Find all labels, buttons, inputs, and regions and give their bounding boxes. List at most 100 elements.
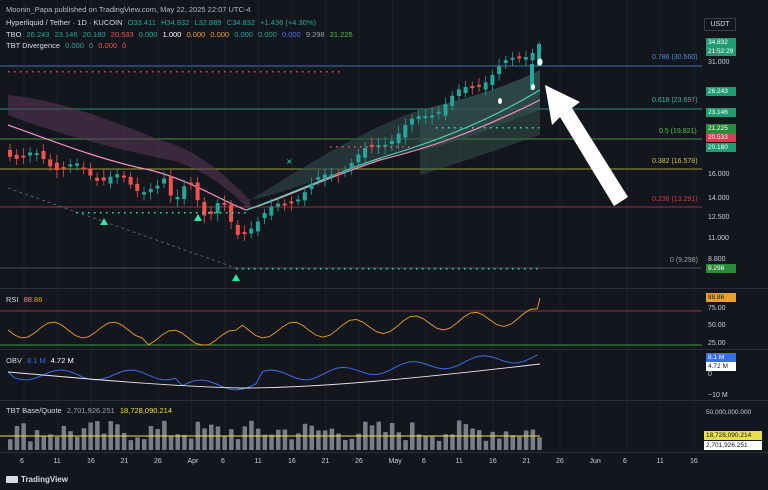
- volume-bar: [343, 440, 348, 450]
- dotted-marker: [332, 71, 334, 73]
- candle: [101, 177, 106, 181]
- dotted-marker: [326, 71, 328, 73]
- time-axis-label: 11: [455, 458, 463, 465]
- tbo-legend[interactable]: TBO 26.243 23.146 20.180 20.533 0.000 1.…: [6, 30, 356, 39]
- volume-bar: [470, 428, 475, 450]
- time-axis-label: 26: [556, 458, 564, 465]
- price-tag: 23.146: [706, 108, 736, 117]
- candle: [296, 199, 301, 202]
- dotted-marker: [296, 268, 298, 270]
- tbt-legend[interactable]: TBT Base/Quote 2,701,926.251 18,728,090.…: [6, 406, 175, 415]
- dotted-marker: [178, 212, 180, 214]
- time-axis-label: May: [388, 458, 402, 465]
- obv-legend[interactable]: OBV 8.1 M 4.72 M: [6, 356, 77, 365]
- candle: [168, 176, 173, 196]
- volume-bar: [423, 436, 428, 450]
- dotted-marker: [490, 127, 492, 129]
- dotted-marker: [194, 71, 196, 73]
- dotted-marker: [100, 212, 102, 214]
- dotted-marker: [254, 268, 256, 270]
- pane-separator[interactable]: [0, 349, 768, 350]
- candle: [302, 192, 307, 201]
- dotted-marker: [152, 71, 154, 73]
- dotted-marker: [182, 71, 184, 73]
- candle: [269, 206, 274, 216]
- volume-bar: [329, 428, 335, 450]
- dotted-marker: [508, 127, 510, 129]
- dotted-marker: [482, 268, 484, 270]
- pane-separator[interactable]: [0, 288, 768, 289]
- volume-bar: [483, 440, 489, 450]
- obv-label[interactable]: OBV: [6, 356, 22, 365]
- dotted-marker: [76, 212, 78, 214]
- tbt-label[interactable]: TBT Base/Quote: [6, 406, 62, 415]
- dotted-marker: [238, 212, 240, 214]
- volume-bar: [14, 425, 20, 450]
- tradingview-logo[interactable]: TradingView: [6, 475, 68, 484]
- dotted-marker: [386, 268, 388, 270]
- dotted-marker: [142, 212, 144, 214]
- tbo-label[interactable]: TBO: [6, 30, 22, 39]
- currency-button[interactable]: USDT: [704, 18, 736, 31]
- dotted-marker: [302, 71, 304, 73]
- volume-bar: [463, 424, 469, 450]
- candle: [329, 174, 334, 177]
- volume-bar: [517, 436, 522, 450]
- countdown-tag: 21:52:29: [706, 47, 736, 56]
- time-axis-label: 6: [221, 458, 225, 465]
- volume-bar: [209, 424, 214, 450]
- volume-bar: [369, 425, 375, 450]
- tbt-div-label[interactable]: TBT Divergence: [6, 41, 61, 50]
- dotted-marker: [500, 268, 502, 270]
- dotted-marker: [512, 268, 514, 270]
- candle: [436, 111, 441, 114]
- volume-bar: [135, 437, 140, 450]
- symbol-legend[interactable]: Hyperliquid / Tether · 1D · KUCOIN O33.4…: [6, 18, 319, 27]
- volume-bar: [296, 433, 301, 450]
- dotted-marker: [362, 268, 364, 270]
- dotted-marker: [416, 268, 418, 270]
- volume-bar: [510, 435, 515, 450]
- dotted-marker: [154, 212, 156, 214]
- cloud-band: [250, 70, 540, 200]
- volume-bar: [309, 425, 314, 450]
- candle: [363, 147, 368, 158]
- dotted-marker: [408, 146, 410, 148]
- candle: [121, 175, 126, 178]
- pane-separator[interactable]: [0, 400, 768, 401]
- candle: [450, 95, 455, 106]
- dotted-marker: [272, 71, 274, 73]
- obv-tag: 8.1 M: [706, 353, 736, 362]
- candle: [396, 133, 401, 144]
- candle: [41, 150, 46, 159]
- candle: [389, 140, 394, 145]
- dotted-marker: [390, 146, 392, 148]
- dotted-marker: [266, 268, 268, 270]
- candle: [343, 170, 347, 173]
- symbol-name[interactable]: Hyperliquid / Tether · 1D · KUCOIN: [6, 18, 123, 27]
- dotted-marker: [104, 71, 106, 73]
- volume-bar: [8, 439, 13, 450]
- dotted-marker: [428, 268, 430, 270]
- candle: [349, 162, 354, 169]
- dotted-marker: [404, 268, 406, 270]
- volume-bar: [162, 420, 167, 450]
- dotted-marker: [378, 146, 380, 148]
- fib-label: 0.786 (30.560): [652, 54, 698, 61]
- tbt-div-value: 0: [89, 41, 94, 50]
- tbo-value: 20.533: [110, 30, 134, 39]
- obv-ma-line: [7, 363, 541, 389]
- candle: [188, 182, 193, 185]
- dotted-marker: [242, 268, 244, 270]
- buy-triangle-icon: [232, 274, 240, 281]
- tbt-divergence-legend[interactable]: TBT Divergence 0.000 0 0.000 0: [6, 41, 129, 50]
- tbo-value: 0.000: [186, 30, 206, 39]
- tbt-tag: 2,701,926.251: [704, 441, 762, 450]
- rsi-label[interactable]: RSI: [6, 295, 19, 304]
- tbt-div-value: 0.000: [98, 41, 118, 50]
- rsi-legend[interactable]: RSI 88.86: [6, 295, 45, 304]
- buy-triangle-icon: [100, 218, 108, 225]
- volume-bar: [121, 432, 127, 450]
